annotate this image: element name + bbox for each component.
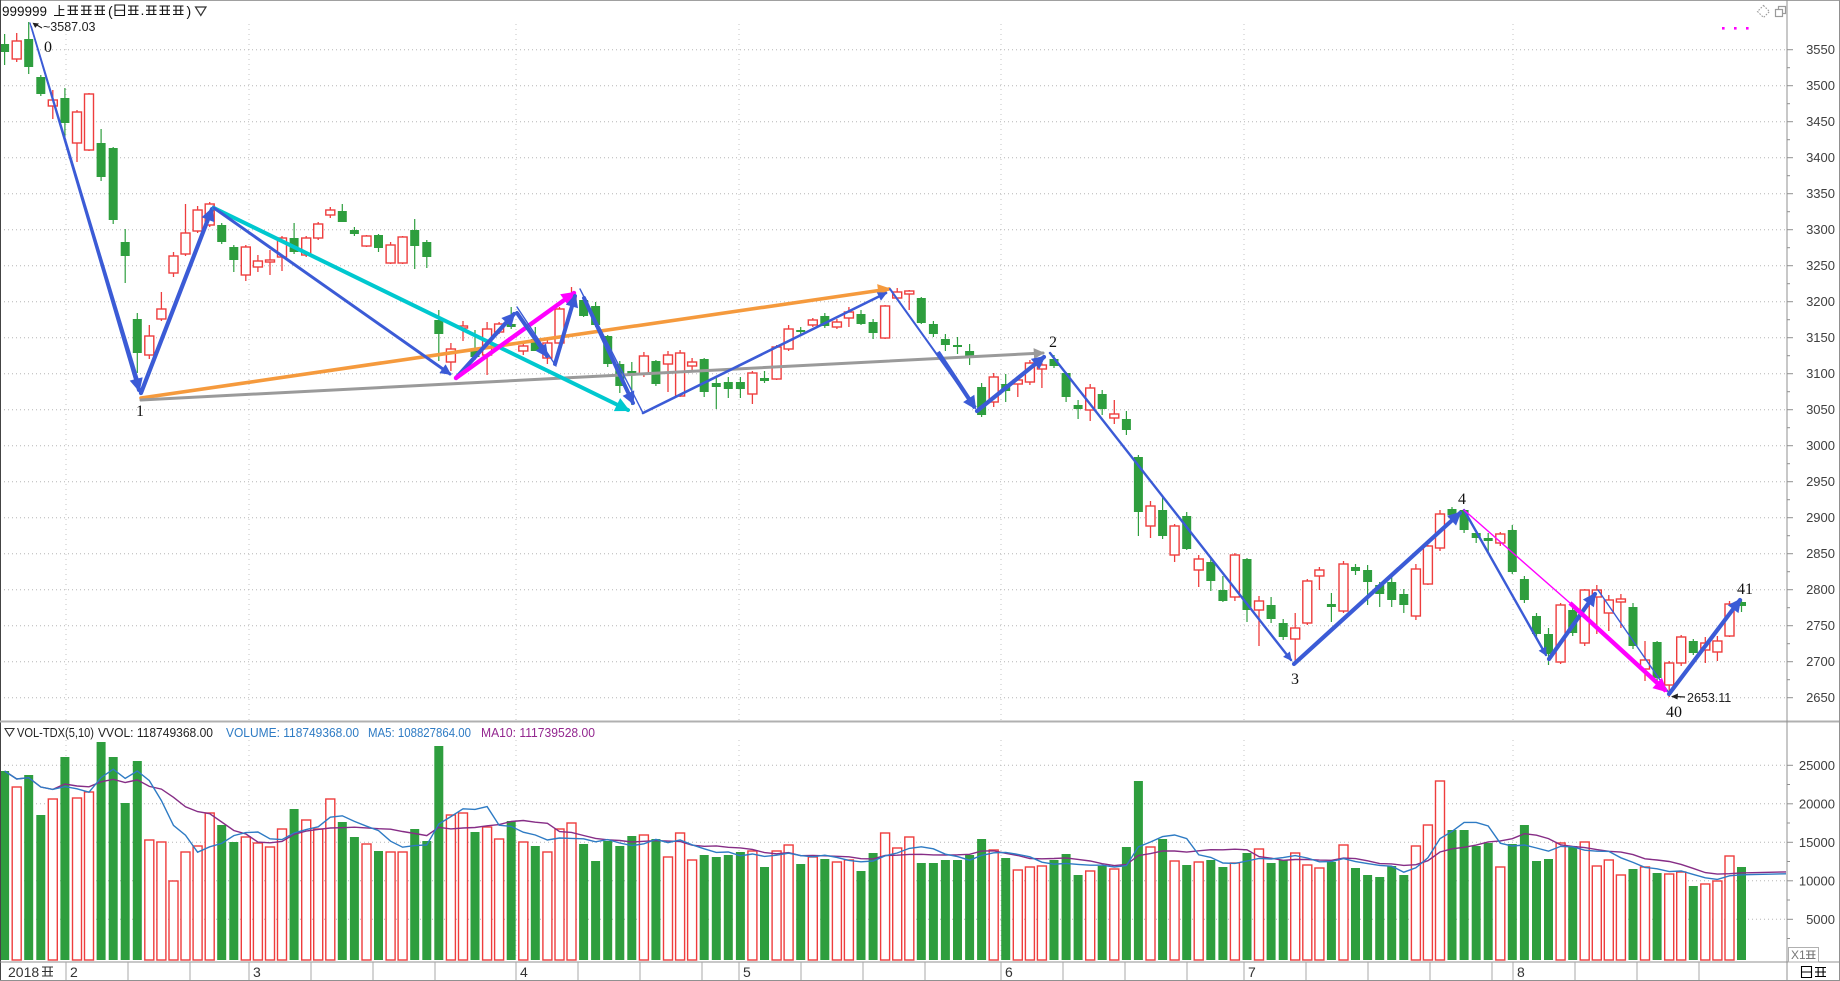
svg-text:25000: 25000 [1799, 758, 1835, 773]
svg-text:2800: 2800 [1806, 582, 1835, 597]
svg-text:VOLUME: 118749368.00: VOLUME: 118749368.00 [226, 725, 359, 740]
svg-text:6: 6 [1005, 964, 1013, 980]
svg-text:2653.11: 2653.11 [1687, 691, 1731, 705]
svg-text:3150: 3150 [1806, 330, 1835, 345]
svg-text:X1: X1 [1791, 948, 1806, 962]
svg-text:): ) [187, 3, 192, 19]
svg-text:41: 41 [1737, 581, 1753, 598]
svg-text:7: 7 [1248, 964, 1256, 980]
svg-text:4: 4 [1458, 491, 1466, 508]
svg-text:2750: 2750 [1806, 618, 1835, 633]
svg-text:VVOL: 118749368.00: VVOL: 118749368.00 [98, 725, 213, 740]
svg-text:5000: 5000 [1806, 912, 1835, 927]
svg-text:3350: 3350 [1806, 186, 1835, 201]
svg-text:3200: 3200 [1806, 294, 1835, 309]
svg-text:3: 3 [253, 964, 261, 980]
svg-text:15000: 15000 [1799, 835, 1835, 850]
svg-text:3450: 3450 [1806, 114, 1835, 129]
svg-text:8: 8 [1517, 964, 1525, 980]
svg-text:2650: 2650 [1806, 690, 1835, 705]
svg-text:3550: 3550 [1806, 42, 1835, 57]
svg-text:3400: 3400 [1806, 150, 1835, 165]
svg-text:2: 2 [70, 964, 78, 980]
svg-text:MA10: 111739528.00: MA10: 111739528.00 [481, 725, 595, 740]
svg-text:40: 40 [1666, 704, 1682, 721]
svg-text:2700: 2700 [1806, 654, 1835, 669]
svg-text:3100: 3100 [1806, 366, 1835, 381]
svg-text:5: 5 [743, 964, 751, 980]
svg-text:~3587.03: ~3587.03 [43, 20, 96, 34]
svg-text:.: . [141, 2, 145, 18]
svg-text:20000: 20000 [1799, 796, 1835, 811]
svg-text:1: 1 [136, 403, 144, 420]
svg-text:10000: 10000 [1799, 873, 1835, 888]
svg-text:2: 2 [1049, 334, 1057, 351]
svg-text:999999: 999999 [2, 3, 47, 19]
svg-text:3500: 3500 [1806, 78, 1835, 93]
svg-text:MA5: 108827864.00: MA5: 108827864.00 [368, 725, 471, 740]
svg-text:(: ( [108, 3, 113, 19]
svg-text:0: 0 [44, 39, 52, 56]
svg-text:3050: 3050 [1806, 402, 1835, 417]
svg-text:2950: 2950 [1806, 474, 1835, 489]
svg-text:4: 4 [520, 964, 528, 980]
svg-text:2018: 2018 [8, 964, 39, 980]
svg-text:2900: 2900 [1806, 510, 1835, 525]
svg-text:3000: 3000 [1806, 438, 1835, 453]
svg-text:2850: 2850 [1806, 546, 1835, 561]
svg-text:3300: 3300 [1806, 222, 1835, 237]
svg-text:VOL-TDX(5,10): VOL-TDX(5,10) [17, 725, 94, 740]
svg-text:3: 3 [1291, 671, 1299, 688]
svg-text:3250: 3250 [1806, 258, 1835, 273]
